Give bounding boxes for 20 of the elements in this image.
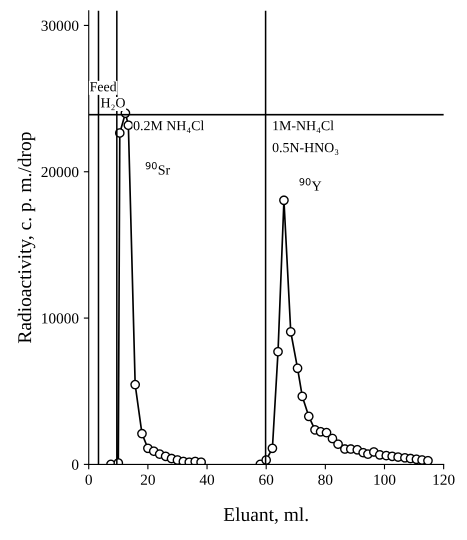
y-tick-label: 30000 bbox=[42, 20, 78, 31]
x-tick-label: 40 bbox=[200, 474, 214, 485]
x-tick-label: 80 bbox=[318, 474, 332, 485]
x-axis-title: Eluant, ml. bbox=[224, 507, 308, 524]
annotation: $^{90}$Y bbox=[299, 178, 322, 191]
y-axis-title: Radioactivity, c. p. m./drop bbox=[18, 132, 36, 344]
y-tick-label: 20000 bbox=[41, 166, 78, 178]
x-tick-label: 60 bbox=[259, 474, 274, 485]
y-tick-label: 0 bbox=[72, 460, 78, 470]
annotation: 0.2M NH₄Cl bbox=[134, 120, 204, 133]
annotation: H₂O bbox=[100, 98, 125, 110]
x-tick-label: 100 bbox=[374, 474, 396, 485]
x-tick-label: 0 bbox=[85, 474, 92, 485]
annotation: 1M-NH₄Cl bbox=[273, 120, 334, 133]
annotation: $^{90}$Sr bbox=[146, 162, 170, 175]
annotation: Feed bbox=[90, 82, 116, 92]
annotation: 0.5N-HNO₃ bbox=[272, 142, 338, 155]
y-tick-label: 10000 bbox=[42, 313, 78, 324]
x-tick-label: 120 bbox=[434, 474, 455, 485]
x-tick-label: 20 bbox=[140, 474, 155, 485]
